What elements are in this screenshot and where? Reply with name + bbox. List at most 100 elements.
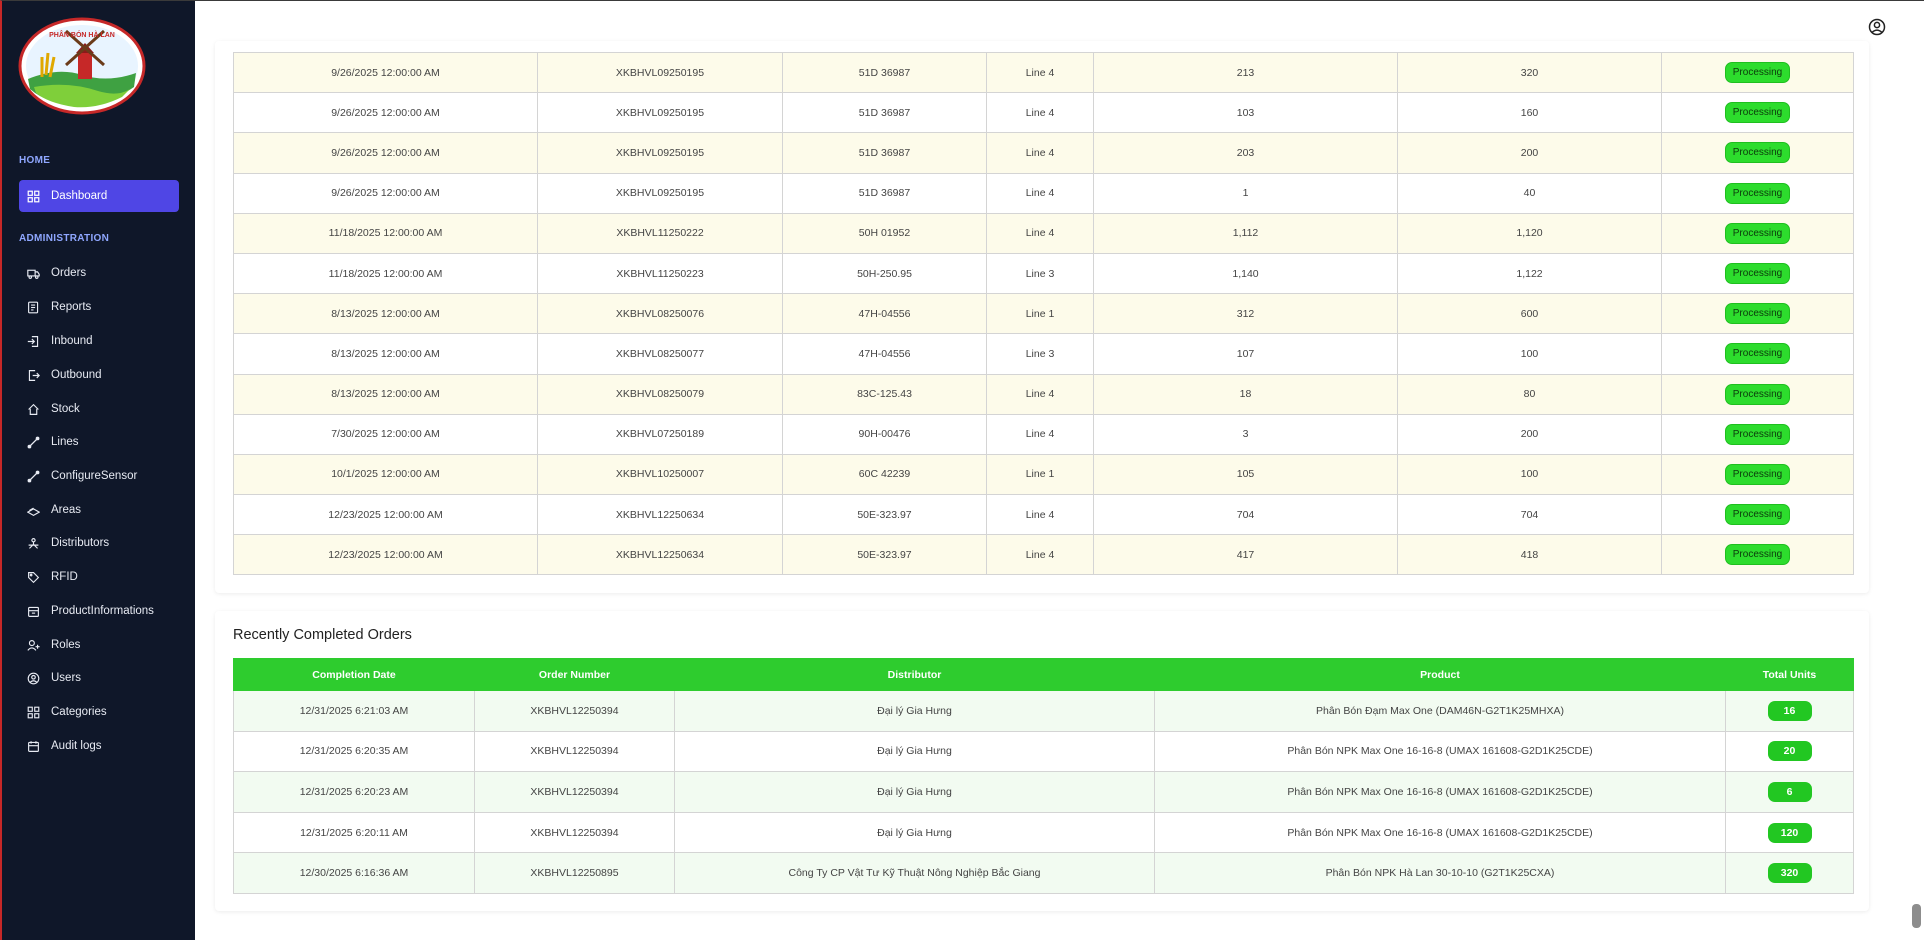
column-header-distributor[interactable]: Distributor [674, 658, 1155, 691]
table-cell: XKBHVL12250895 [474, 852, 675, 894]
line-icon [27, 470, 40, 482]
grid-icon [27, 190, 40, 202]
table-row[interactable]: 12/31/2025 6:20:11 AM XKBHVL12250394 Đại l… [233, 811, 1854, 854]
table-cell: XKBHVL09250195 [537, 132, 783, 174]
table-cell: Line 4 [986, 373, 1094, 415]
status-badge: Processing [1724, 544, 1791, 566]
section-administration-title: ADMINISTRATION [19, 233, 110, 244]
table-cell: 50H-250.95 [782, 252, 987, 295]
units-badge: 16 [1767, 700, 1812, 721]
table-row[interactable]: 12/31/2025 6:20:35 AM XKBHVL12250394 Đại l… [233, 730, 1854, 773]
sidebar-item-categories[interactable]: Categories [19, 696, 179, 728]
sidebar-item-inbound[interactable]: Inbound [19, 325, 179, 357]
sidebar-item-stock[interactable]: Stock [19, 393, 179, 425]
table-cell: Line 1 [986, 293, 1094, 335]
sidebar-item-configuresensor[interactable]: ConfigureSensor [19, 460, 179, 492]
table-cell: 8/13/2025 12:00:00 AM [233, 333, 538, 375]
column-header-completion-date[interactable]: Completion Date [233, 658, 475, 691]
sidebar-item-label: Stock [51, 403, 80, 415]
table-row[interactable]: 12/30/2025 6:16:36 AM XKBHVL12250895 Công … [233, 852, 1854, 894]
home-icon [28, 403, 39, 415]
table-cell: Đại lý Gia Hưng [674, 771, 1155, 813]
table-row[interactable]: 12/23/2025 12:00:00 AM XKBHVL12250634 50E-… [233, 534, 1854, 576]
table-cell: 1,120 [1397, 212, 1662, 254]
table-cell: 83C-125.43 [782, 373, 987, 415]
sidebar-item-reports[interactable]: Reports [19, 291, 179, 323]
table-cell: 90H-00476 [782, 413, 987, 455]
table-row[interactable]: 8/13/2025 12:00:00 AM XKBHVL08250076 47H-0… [233, 293, 1854, 335]
table-cell: 417 [1093, 534, 1398, 576]
sidebar-item-label: Roles [51, 639, 81, 651]
sidebar-item-label: Outbound [51, 369, 102, 381]
brand-logo[interactable]: PHÂN BÓN HÀ LAN [18, 17, 146, 115]
table-row[interactable]: 12/31/2025 6:20:23 AM XKBHVL12250394 Đại l… [233, 771, 1854, 813]
status-badge: Processing [1724, 263, 1791, 285]
sidebar-item-label: Categories [51, 706, 107, 718]
table-cell: XKBHVL11250223 [537, 252, 783, 295]
column-header-order-number[interactable]: Order Number [474, 658, 675, 691]
sidebar-item-roles[interactable]: Roles [19, 629, 179, 661]
table-row[interactable]: 11/18/2025 12:00:00 AM XKBHVL11250222 50H … [233, 212, 1854, 254]
table-cell: 12/31/2025 6:20:35 AM [233, 730, 475, 773]
table-cell: Phân Bón NPK Max One 16-16-8 (UMAX 16160… [1154, 730, 1726, 773]
sidebar-item-lines[interactable]: Lines [19, 426, 179, 458]
sidebar-item-distributors[interactable]: Distributors [19, 527, 179, 559]
table-row[interactable]: 8/13/2025 12:00:00 AM XKBHVL08250079 83C-1… [233, 373, 1854, 415]
table-cell: 200 [1397, 132, 1662, 174]
sidebar-item-rfid[interactable]: RFID [19, 561, 179, 593]
table-row[interactable]: 9/26/2025 12:00:00 AM XKBHVL09250195 51D 3… [233, 172, 1854, 214]
table-cell: 11/18/2025 12:00:00 AM [233, 252, 538, 295]
table-cell: 9/26/2025 12:00:00 AM [233, 92, 538, 134]
table-cell: 203 [1093, 132, 1398, 174]
table-cell: Đại lý Gia Hưng [674, 730, 1155, 773]
table-cell: Phân Bón NPK Max One 16-16-8 (UMAX 16160… [1154, 811, 1726, 854]
sidebar-item-audit-logs[interactable]: Audit logs [19, 730, 179, 762]
units-badge: 6 [1767, 781, 1812, 802]
sidebar: PHÂN BÓN HÀ LAN HOME ADMINISTRATION Dash… [2, 1, 195, 940]
sidebar-item-outbound[interactable]: Outbound [19, 359, 179, 391]
table-row[interactable]: 9/26/2025 12:00:00 AM XKBHVL09250195 51D 3… [233, 51, 1854, 94]
table-cell: 704 [1397, 494, 1662, 536]
status-cell: Processing [1661, 333, 1854, 375]
table-cell: Line 3 [986, 333, 1094, 375]
column-header-total-units[interactable]: Total Units [1725, 658, 1854, 691]
table-cell: 50E-323.97 [782, 534, 987, 576]
table-row[interactable]: 7/30/2025 12:00:00 AM XKBHVL07250189 90H-0… [233, 413, 1854, 455]
table-row[interactable]: 9/26/2025 12:00:00 AM XKBHVL09250195 51D 3… [233, 132, 1854, 174]
sidebar-item-users[interactable]: Users [19, 662, 179, 694]
table-cell: 51D 36987 [782, 172, 987, 214]
table-row[interactable]: 8/13/2025 12:00:00 AM XKBHVL08250077 47H-0… [233, 333, 1854, 375]
table-cell: Phân Bón NPK Hà Lan 30-10-10 (G2T1K25CXA… [1154, 852, 1726, 894]
table-cell: Line 4 [986, 132, 1094, 174]
table-row[interactable]: 9/26/2025 12:00:00 AM XKBHVL09250195 51D 3… [233, 92, 1854, 134]
scrollbar-thumb[interactable] [1912, 904, 1921, 928]
status-badge: Processing [1724, 343, 1791, 365]
sidebar-item-areas[interactable]: Areas [19, 494, 179, 526]
inbound-icon [27, 335, 39, 347]
table-cell: 18 [1093, 373, 1398, 415]
sidebar-item-productinformations[interactable]: ProductInformations [19, 595, 179, 627]
table-cell: XKBHVL08250076 [537, 293, 783, 335]
sidebar-item-label: Inbound [51, 335, 93, 347]
table-row[interactable]: 12/31/2025 6:21:03 AM XKBHVL12250394 Đại l… [233, 690, 1854, 732]
table-cell: 200 [1397, 413, 1662, 455]
status-cell: Processing [1661, 293, 1854, 335]
units-badge: 120 [1767, 822, 1812, 843]
column-header-product[interactable]: Product [1154, 658, 1726, 691]
section-home-title: HOME [19, 155, 51, 166]
user-account-icon[interactable] [1868, 18, 1886, 36]
total-units-cell: 6 [1725, 771, 1854, 813]
table-cell: 1,140 [1093, 252, 1398, 295]
table-row[interactable]: 12/23/2025 12:00:00 AM XKBHVL12250634 50E-… [233, 494, 1854, 536]
sidebar-item-orders[interactable]: Orders [19, 257, 179, 289]
table-cell: 7/30/2025 12:00:00 AM [233, 413, 538, 455]
status-badge: Processing [1724, 142, 1791, 164]
status-badge: Processing [1724, 102, 1791, 124]
table-cell: 704 [1093, 494, 1398, 536]
units-badge: 20 [1767, 741, 1812, 762]
status-cell: Processing [1661, 252, 1854, 295]
table-row[interactable]: 10/1/2025 12:00:00 AM XKBHVL10250007 60C 4… [233, 453, 1854, 496]
table-cell: 60C 42239 [782, 453, 987, 496]
table-row[interactable]: 11/18/2025 12:00:00 AM XKBHVL11250223 50H-… [233, 252, 1854, 295]
sidebar-item-dashboard[interactable]: Dashboard [19, 180, 179, 212]
